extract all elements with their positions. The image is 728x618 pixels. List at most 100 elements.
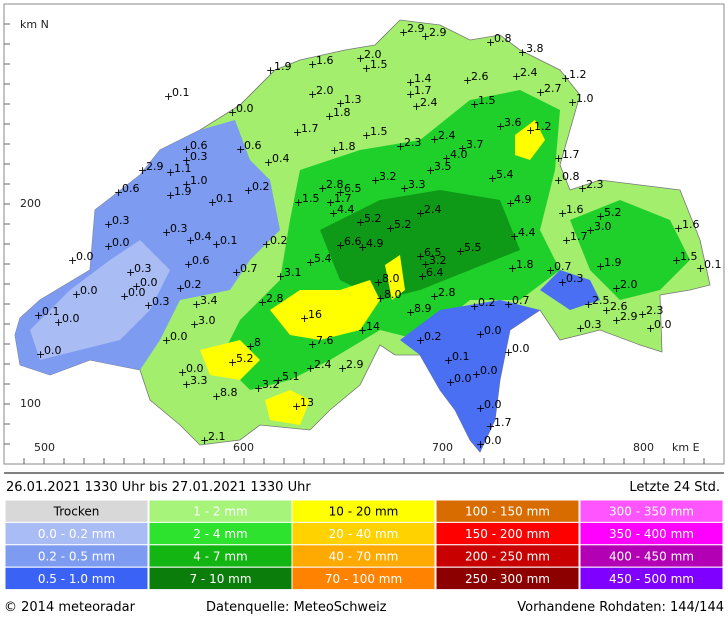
- station-value: 0.3: [112, 214, 130, 227]
- station-marker: +: [638, 308, 647, 321]
- station-marker: +: [442, 152, 451, 165]
- station-marker: +: [274, 374, 283, 387]
- station-value: 1.3: [344, 93, 362, 106]
- station-marker: +: [329, 207, 338, 220]
- station-marker: +: [446, 376, 455, 389]
- station-value: 7.6: [316, 334, 334, 347]
- station-marker: +: [306, 256, 315, 269]
- station-value: 1.7: [570, 230, 588, 243]
- legend-label: 7 - 10 mm: [189, 572, 251, 586]
- station-value: 3.8: [526, 42, 544, 55]
- station-marker: +: [114, 186, 123, 199]
- legend-label: 10 - 20 mm: [329, 505, 399, 519]
- station-value: 1.1: [174, 162, 192, 175]
- station-marker: +: [200, 434, 209, 447]
- station-value: 0.0: [480, 364, 498, 377]
- station-marker: +: [456, 245, 465, 258]
- station-marker: +: [412, 100, 421, 113]
- station-marker: +: [421, 30, 430, 43]
- station-value: 0.8: [494, 32, 512, 45]
- station-marker: +: [358, 324, 367, 337]
- legend: Trocken 0.0 - 0.2 mm 0.2 - 0.5 mm 0.5 - 1.0…: [4, 499, 724, 591]
- station-marker: +: [308, 88, 317, 101]
- station-value: 8.0: [382, 272, 400, 285]
- station-value: 5.5: [464, 241, 482, 254]
- wet-east: [570, 200, 690, 300]
- station-value: 0.4: [194, 230, 212, 243]
- station-value: 0.0: [44, 344, 62, 357]
- station-value: 2.4: [424, 203, 442, 216]
- legend-label: 40 - 70 mm: [329, 550, 399, 564]
- station-marker: +: [526, 124, 535, 137]
- y-tick-label: 100: [20, 397, 41, 410]
- station-marker: +: [578, 182, 587, 195]
- station-value: 0.0: [484, 324, 502, 337]
- station-value: 1.7: [562, 148, 580, 161]
- x-tick-label: 800: [633, 441, 654, 454]
- station-marker: +: [232, 266, 241, 279]
- station-marker: +: [104, 240, 113, 253]
- station-value: 0.0: [236, 102, 254, 115]
- station-marker: +: [254, 382, 263, 395]
- station-marker: +: [458, 142, 467, 155]
- station-marker: +: [476, 328, 485, 341]
- heavy-2: [200, 340, 260, 380]
- station-value: 3.3: [408, 178, 426, 191]
- station-marker: +: [318, 182, 327, 195]
- station-value: 4.9: [366, 237, 384, 250]
- station-value: 4.0: [450, 148, 468, 161]
- station-marker: +: [308, 58, 317, 71]
- heavy-3: [265, 390, 310, 425]
- station-marker: +: [561, 72, 570, 85]
- station-value: 0.0: [76, 250, 94, 263]
- station-value: 3.1: [284, 266, 302, 279]
- station-value: 1.4: [414, 72, 432, 85]
- station-value: 0.7: [512, 294, 530, 307]
- station-marker: +: [300, 312, 309, 325]
- legend-label: 450 - 500 mm: [609, 572, 694, 586]
- station-value: 0.1: [216, 192, 234, 205]
- station-value: 2.6: [471, 70, 489, 83]
- legend-label: 0.5 - 1.0 mm: [38, 572, 115, 586]
- station-marker: +: [400, 182, 409, 195]
- station-value: 0.2: [478, 296, 496, 309]
- station-value: 8.9: [414, 302, 432, 315]
- station-value: 0.0: [140, 276, 158, 289]
- station-marker: +: [182, 378, 191, 391]
- station-marker: +: [54, 316, 63, 329]
- station-value: 0.1: [452, 350, 470, 363]
- station-value: 0.1: [220, 234, 238, 247]
- station-marker: +: [362, 62, 371, 75]
- station-marker: +: [472, 368, 481, 381]
- legend-label: 0.0 - 0.2 mm: [38, 527, 115, 541]
- stations: +2.9+2.9+0.8+3.8+2.0+1.5+1.6+1.9+1.4 +2.6…: [34, 22, 722, 451]
- wet-core: [320, 190, 520, 300]
- station-value: 0.3: [584, 318, 602, 331]
- station-value: 1.7: [414, 84, 432, 97]
- station-marker: +: [508, 262, 517, 275]
- station-value: 2.8: [438, 286, 456, 299]
- station-marker: +: [558, 207, 567, 220]
- station-value: 0.0: [80, 284, 98, 297]
- station-marker: +: [212, 390, 221, 403]
- legend-label: 350 - 400 mm: [609, 527, 694, 541]
- station-value: 2.8: [326, 178, 344, 191]
- station-marker: +: [568, 96, 577, 109]
- station-marker: +: [406, 76, 415, 89]
- station-marker: +: [496, 120, 505, 133]
- station-value: 1.7: [301, 122, 319, 135]
- station-value: 0.6: [122, 182, 140, 195]
- station-value: 1.9: [274, 60, 292, 73]
- station-value: 1.0: [190, 174, 208, 187]
- station-value: 5.1: [282, 370, 300, 383]
- station-marker: +: [336, 186, 345, 199]
- station-value: 0.3: [190, 150, 208, 163]
- station-marker: +: [325, 110, 334, 123]
- station-marker: +: [164, 90, 173, 103]
- station-marker: +: [293, 126, 302, 139]
- station-value: 0.1: [172, 86, 190, 99]
- station-value: 13: [300, 396, 314, 409]
- station-value: 4.4: [518, 226, 536, 239]
- station-marker: +: [162, 226, 171, 239]
